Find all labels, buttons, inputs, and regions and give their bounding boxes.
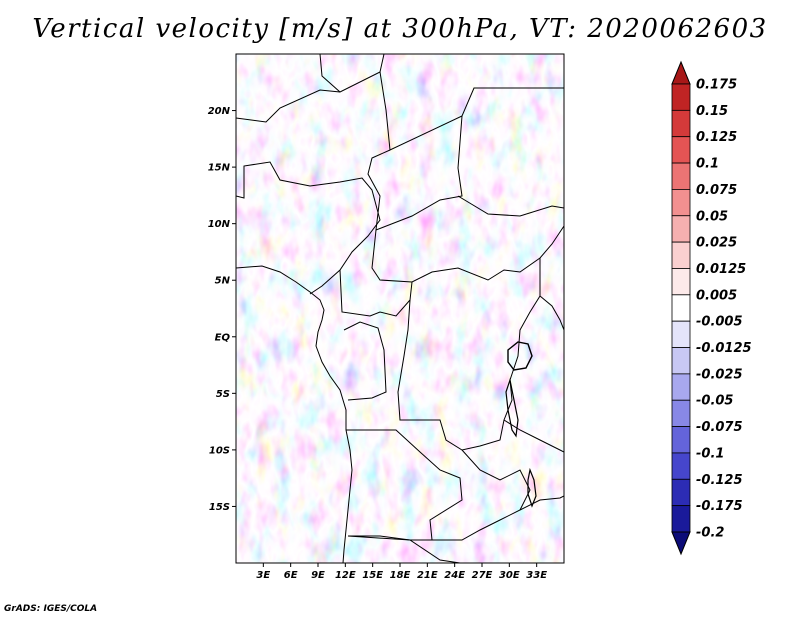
lake-malawi — [527, 467, 537, 508]
colorbar-label: -0.005 — [696, 315, 743, 330]
border-namibia — [347, 535, 461, 563]
border-zambia — [432, 449, 531, 541]
colorbar-segment — [671, 294, 691, 322]
colorbar-segment — [671, 320, 691, 348]
plot-area: 20N 15N 10N 5N EQ 5S 10S 15S 3E 6E 9E 12E 15E 18E 21E… — [208, 53, 565, 581]
colorbar-label: 0.075 — [696, 183, 737, 198]
coastline — [236, 265, 353, 563]
grads-credit: GrADS: IGES/COLA — [4, 604, 98, 614]
lat-tick-label: 20N — [208, 106, 231, 117]
colorbar-label: -0.05 — [696, 394, 733, 409]
colorbar-label: -0.125 — [696, 473, 743, 488]
velocity-field — [236, 54, 564, 563]
lon-axis: 3E 6E 9E 12E 15E 18E 21E 24E 27E 30E 33E — [256, 563, 547, 581]
border-angola-zambia — [346, 429, 463, 541]
lon-tick-label: 24E — [444, 570, 465, 581]
colorbar-segment — [671, 136, 691, 164]
chart-title: Vertical velocity [m/s] at 300hPa, VT: 2… — [32, 14, 768, 44]
colorbar-label: 0.05 — [696, 209, 728, 224]
lake-tanganyika — [505, 377, 519, 438]
colorbar-segment — [671, 373, 691, 401]
colorbar-segment — [671, 399, 691, 427]
colorbar-label: 0.0125 — [696, 262, 746, 277]
colorbar-segment — [671, 215, 691, 243]
colorbar-segment — [671, 189, 691, 217]
lat-tick-label: EQ — [215, 332, 231, 343]
colorbar-segment — [671, 241, 691, 269]
border-south-sudan — [457, 195, 564, 217]
colorbar-max-arrow — [671, 60, 691, 85]
colorbar-min-arrow — [671, 531, 691, 556]
lon-tick-label: 12E — [335, 570, 356, 581]
lon-tick-label: 6E — [284, 570, 298, 581]
colorbar-label: -0.2 — [696, 526, 724, 541]
colorbar-label: 0.1 — [696, 157, 719, 172]
border-nigeria — [236, 161, 381, 295]
colorbar-segment — [671, 347, 691, 375]
colorbar-label: -0.175 — [696, 499, 743, 514]
colorbar-label: 0.005 — [696, 288, 737, 303]
lat-tick-label: 10N — [208, 219, 231, 230]
lat-tick-label: 15S — [209, 502, 230, 513]
lat-tick-label: 5S — [216, 389, 230, 400]
colorbar-segment — [671, 83, 691, 111]
colorbar-label: 0.15 — [696, 104, 728, 119]
colorbar-label: 0.025 — [696, 236, 737, 251]
border-mozambique — [519, 495, 564, 511]
colorbar-segment — [671, 109, 691, 138]
colorbar-segment — [671, 268, 691, 296]
lon-tick-label: 27E — [472, 570, 493, 581]
colorbar-label: -0.075 — [696, 420, 743, 435]
border-car — [371, 225, 564, 283]
lat-tick-label: 10S — [209, 445, 230, 456]
border-egypt-sudan — [379, 71, 564, 151]
lon-tick-label: 9E — [311, 570, 325, 581]
colorbar: 0.175 0.15 0.125 0.1 0.075 0.05 0.025 0.0125 0.0… — [671, 60, 752, 556]
border-niger-chad — [236, 89, 341, 123]
colorbar-segment — [671, 505, 691, 533]
border-tanzania — [503, 419, 564, 453]
lat-axis: 20N 15N 10N 5N EQ 5S 10S 15S — [208, 106, 236, 513]
colorbar-segment — [671, 426, 691, 454]
colorbar-segment — [671, 478, 691, 507]
lon-tick-label: 30E — [499, 570, 520, 581]
lon-tick-label: 3E — [256, 570, 270, 581]
colorbar-label: -0.0125 — [696, 341, 752, 356]
colorbar-label: 0.125 — [696, 130, 737, 145]
lat-tick-label: 5N — [215, 276, 231, 287]
border-drc-west — [343, 321, 387, 401]
border-uganda-kenya — [539, 295, 564, 331]
country-borders — [236, 54, 564, 563]
colorbar-label: -0.025 — [696, 367, 743, 382]
lat-tick-label: 15N — [208, 163, 231, 174]
colorbar-segment — [671, 452, 691, 480]
colorbar-segment — [671, 162, 691, 190]
lon-tick-label: 18E — [390, 570, 411, 581]
border-chad-sudan — [367, 115, 463, 231]
colorbar-label: -0.1 — [696, 446, 724, 461]
lon-tick-label: 21E — [417, 570, 438, 581]
lake-victoria — [507, 341, 533, 371]
colorbar-label: 0.175 — [696, 78, 737, 93]
lon-tick-label: 15E — [362, 570, 383, 581]
border-drc — [397, 258, 541, 451]
lon-tick-label: 33E — [526, 570, 547, 581]
